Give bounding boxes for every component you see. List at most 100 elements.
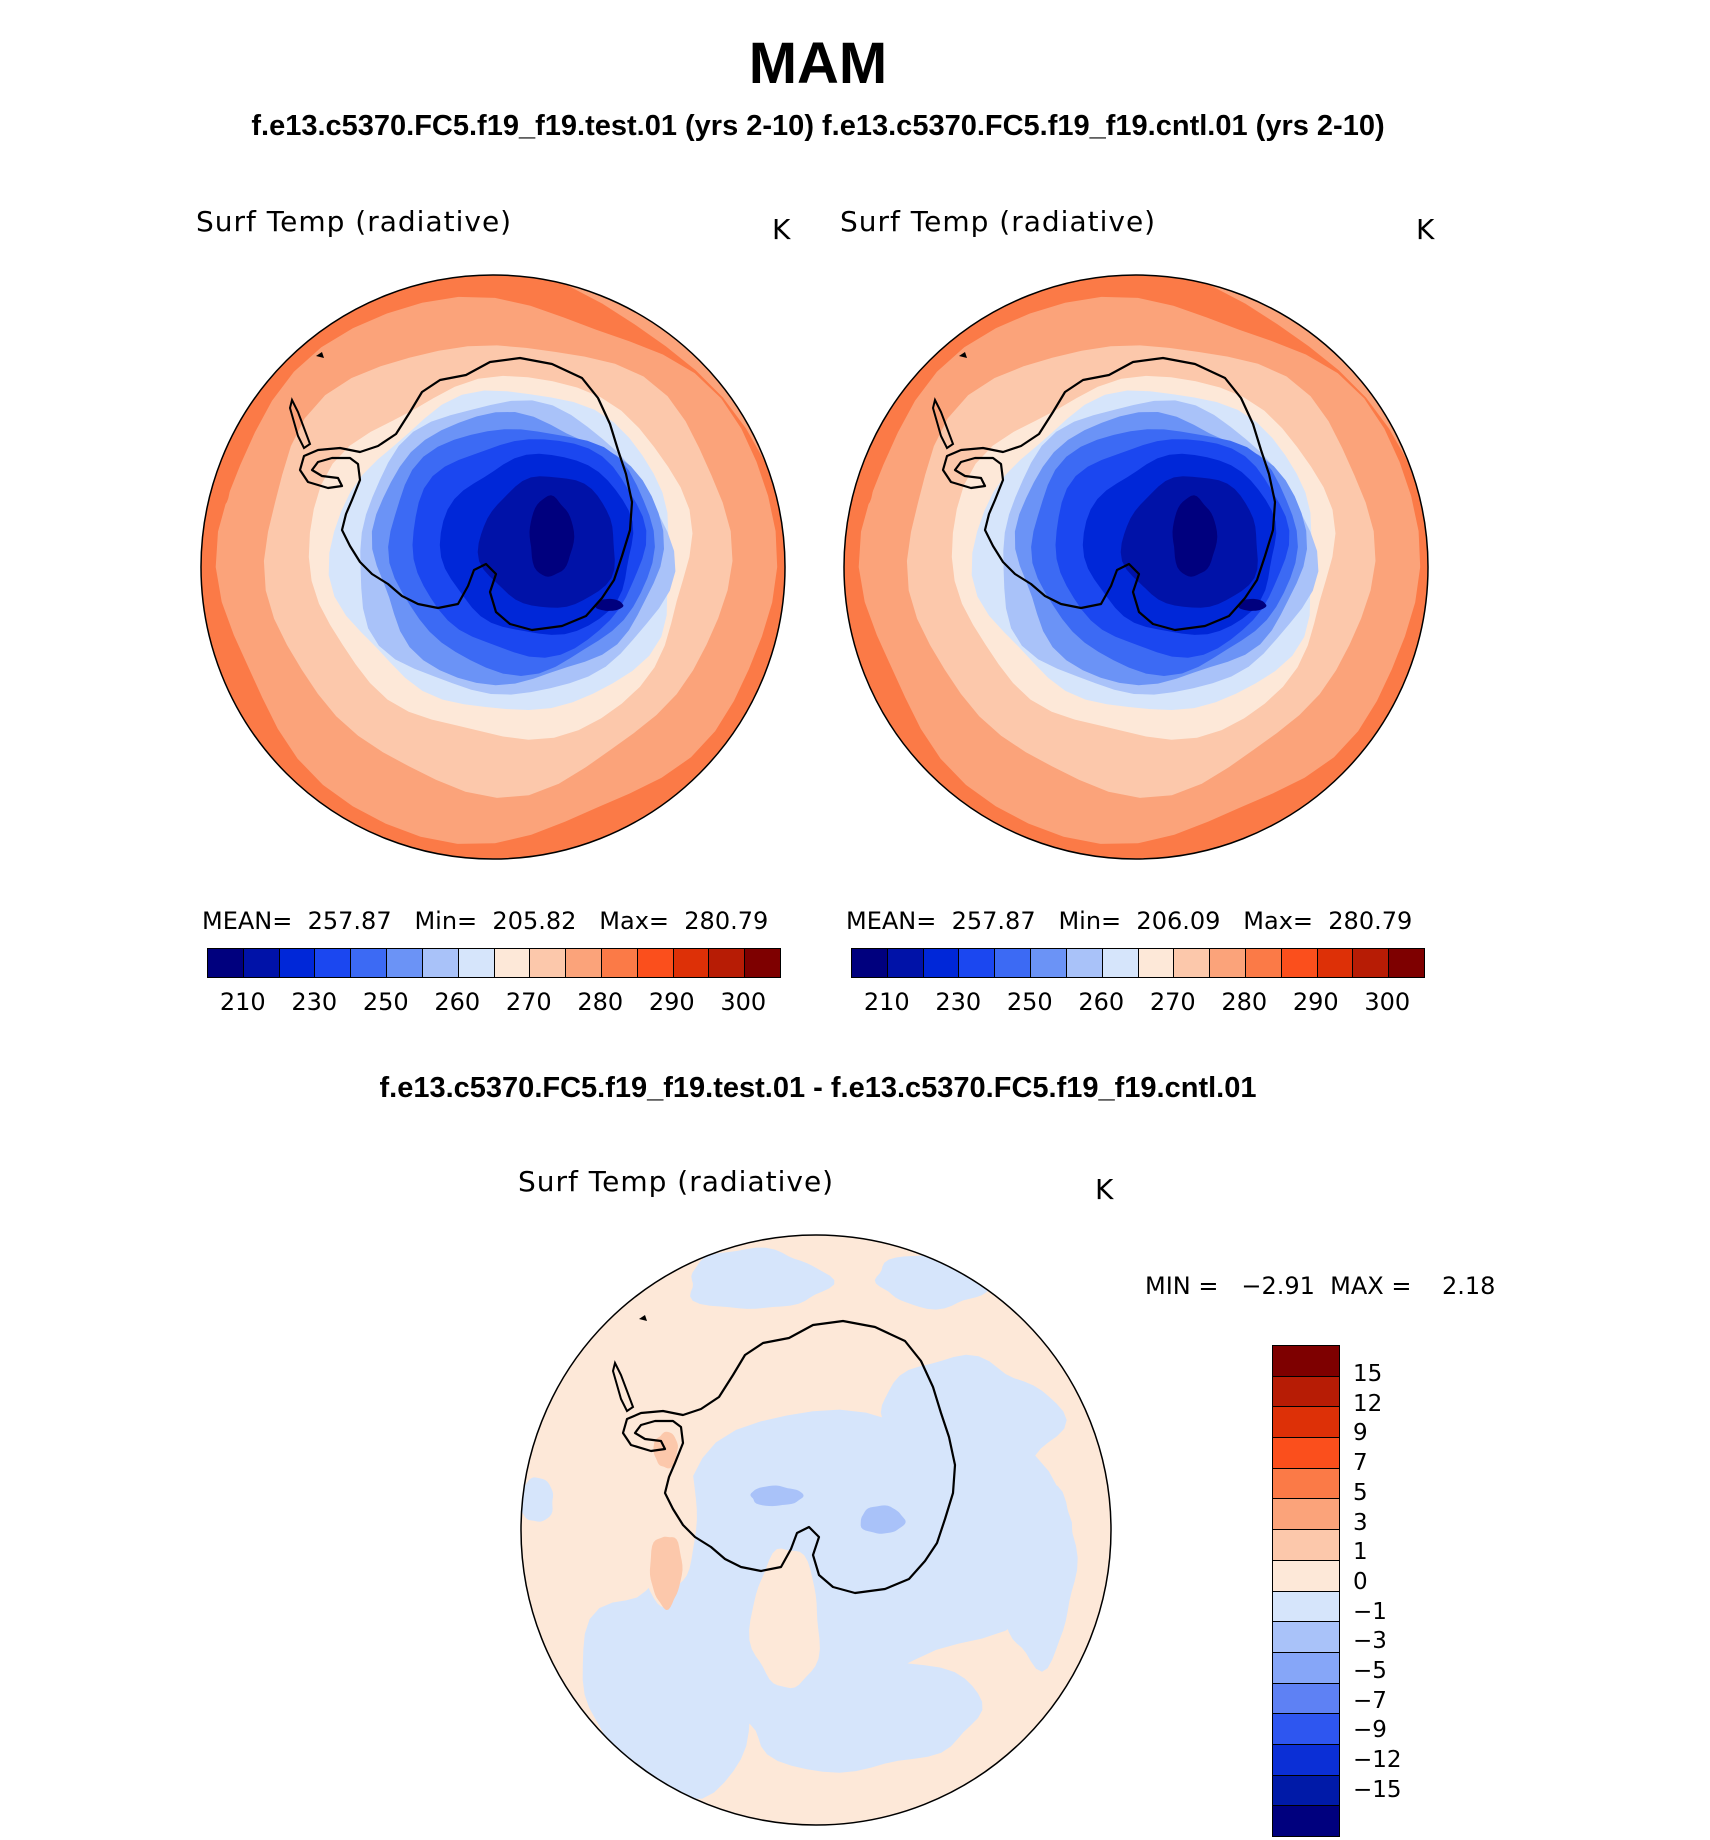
colorbar-swatch	[1273, 1376, 1339, 1408]
colorbar-tick-label: 5	[1353, 1479, 1368, 1506]
contour-band	[1062, 848, 1225, 859]
colorbar-swatch	[745, 949, 780, 977]
colorbar-swatch	[1273, 1530, 1339, 1561]
colorbar-tick-label: 0	[1353, 1568, 1368, 1595]
panel2-units: K	[1416, 213, 1435, 246]
panel1-units: K	[772, 213, 791, 246]
colorbar-swatch	[637, 949, 674, 977]
colorbar-swatch	[1273, 1407, 1339, 1439]
panel2-stats: MEAN= 257.87 Min= 206.09 Max= 280.79	[846, 907, 1413, 935]
colorbar-swatch	[1066, 949, 1103, 977]
contour-band	[1238, 598, 1267, 611]
panel2-variable-label: Surf Temp (radiative)	[840, 205, 1157, 238]
island	[959, 352, 967, 358]
colorbar-swatch	[923, 949, 960, 977]
contour-band	[860, 1505, 906, 1534]
colorbar-swatch	[601, 949, 638, 977]
colorbar-swatch	[1273, 1499, 1339, 1531]
colorbar-tick-label: 15	[1353, 1361, 1383, 1387]
colorbar-tick-label: 250	[362, 988, 409, 1016]
colorbar-swatch	[709, 949, 746, 977]
contour-band	[1172, 495, 1218, 577]
colorbar-swatch	[1031, 949, 1067, 977]
panel2-colorbar-ticks: 210 230 250 260 270 280 290 300	[851, 988, 1423, 1018]
colorbar-tick-label: 290	[648, 988, 695, 1016]
diff-units: K	[1095, 1173, 1114, 1206]
colorbar-tick-label: 290	[1292, 988, 1339, 1016]
colorbar-swatch	[566, 949, 602, 977]
contour-band	[419, 848, 582, 859]
contour-band	[995, 1484, 1078, 1672]
panel2-map	[843, 274, 1429, 860]
colorbar-tick-label: 270	[505, 988, 552, 1016]
colorbar-swatch	[852, 949, 888, 977]
contour-band	[649, 1536, 683, 1610]
colorbar-tick-label: −1	[1353, 1598, 1387, 1625]
colorbar-tick-label: −12	[1353, 1747, 1402, 1774]
colorbar-tick-label: 250	[1006, 988, 1053, 1016]
colorbar-swatch	[1273, 1438, 1339, 1469]
colorbar-tick-label: 260	[434, 988, 481, 1016]
colorbar-tick-label: 300	[1364, 988, 1411, 1016]
contour-band	[880, 1354, 1067, 1479]
panel1-map	[200, 274, 786, 860]
contour-band	[749, 1548, 820, 1689]
diff-colorbar	[1272, 1345, 1340, 1837]
map-border	[520, 1234, 1112, 1826]
colorbar-swatch	[1273, 1346, 1339, 1377]
colorbar-swatch	[1273, 1622, 1339, 1653]
colorbar-swatch	[1281, 949, 1318, 977]
colorbar-tick-label: 300	[720, 988, 767, 1016]
contour-band	[521, 1477, 554, 1522]
colorbar-tick-label: 270	[1149, 988, 1196, 1016]
colorbar-tick-label: −3	[1353, 1628, 1387, 1655]
colorbar-tick-label: 260	[1078, 988, 1125, 1016]
colorbar-swatch	[1138, 949, 1175, 977]
colorbar-tick-label: 1	[1353, 1539, 1368, 1566]
diff-variable-label: Surf Temp (radiative)	[518, 1165, 835, 1198]
colorbar-swatch	[1273, 1468, 1339, 1500]
map-border	[843, 274, 1429, 860]
colorbar-swatch	[494, 949, 531, 977]
colorbar-tick-label: 3	[1353, 1509, 1368, 1536]
map-border	[200, 274, 786, 860]
colorbar-tick-label: 12	[1353, 1390, 1383, 1417]
diff-min-max: MIN = −2.91 MAX = 2.18	[1145, 1272, 1496, 1300]
colorbar-swatch	[351, 949, 388, 977]
contour-band	[750, 1485, 804, 1507]
panel1-variable-label: Surf Temp (radiative)	[196, 205, 513, 238]
coastline	[298, 356, 634, 632]
contour-band	[690, 1247, 835, 1309]
colorbar-swatch	[422, 949, 459, 977]
colorbar-swatch	[1102, 949, 1139, 977]
colorbar-tick-label: 7	[1353, 1450, 1368, 1477]
panel1-colorbar	[207, 948, 781, 978]
colorbar-tick-label: −9	[1353, 1717, 1387, 1744]
colorbar-swatch	[1273, 1591, 1339, 1623]
colorbar-tick-label: 280	[1221, 988, 1268, 1016]
colorbar-swatch	[1273, 1744, 1339, 1776]
colorbar-swatch	[1245, 949, 1282, 977]
colorbar-swatch	[279, 949, 316, 977]
colorbar-tick-label: 210	[219, 988, 266, 1016]
colorbar-tick-label: −5	[1353, 1658, 1387, 1684]
contour-band	[595, 598, 624, 611]
colorbar-tick-label: 230	[935, 988, 982, 1016]
colorbar-swatch	[1273, 1775, 1339, 1807]
coastline	[931, 397, 955, 450]
colorbar-tick-label: 280	[577, 988, 624, 1016]
colorbar-swatch	[673, 949, 710, 977]
colorbar-tick-label: −15	[1353, 1776, 1402, 1803]
diff-colorbar-ticks: 15 12 9 7 5 3 1 0 −1 −3 −5 −7 −9 −12 −15	[1353, 1345, 1433, 1825]
colorbar-swatch	[458, 949, 495, 977]
coastline	[941, 356, 1277, 632]
coastline	[288, 397, 312, 450]
coastline	[621, 1319, 957, 1595]
colorbar-tick-label: 230	[291, 988, 338, 1016]
colorbar-swatch	[887, 949, 924, 977]
page-title: MAM	[748, 31, 888, 96]
colorbar-swatch	[1273, 1683, 1339, 1715]
colorbar-swatch	[1273, 1560, 1339, 1592]
colorbar-swatch	[1317, 949, 1354, 977]
colorbar-swatch	[1389, 949, 1424, 977]
